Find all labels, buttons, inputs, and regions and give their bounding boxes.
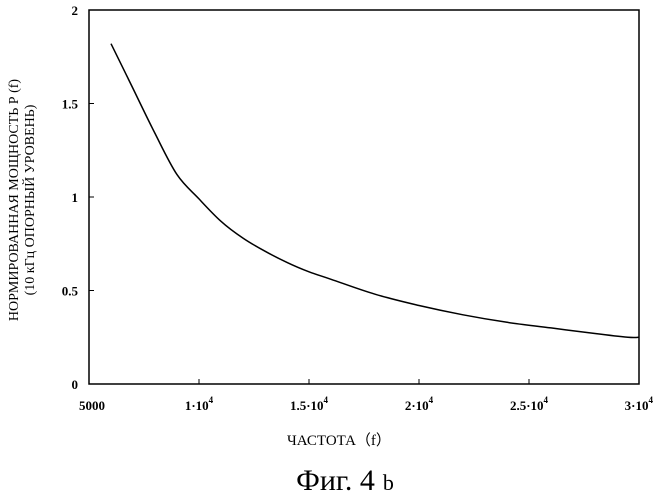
y-tick-label: 0 [72,377,79,392]
x-tick-label-base: 1·10 [185,398,209,413]
x-tick-label-exponent: 4 [544,395,549,405]
y-tick-label: 0.5 [62,284,79,299]
x-tick-label: 5000 [79,398,105,413]
y-axis-label-line1: НОРМИРОВАННАЯ МОЩНОСТЬ Р (f) [7,79,22,321]
x-tick-label: 1·104 [185,395,214,413]
y-tick-label: 1 [72,190,79,205]
power-curve-line [111,44,639,338]
x-tick-label-base: 2·10 [405,398,429,413]
x-tick-label-exponent: 4 [209,395,214,405]
y-tick-label: 2 [72,3,79,18]
x-tick-label-exponent: 4 [649,395,654,405]
x-tick-label-base: 3·10 [625,398,649,413]
x-tick-label-base: 5000 [79,398,105,413]
x-tick-label: 1.5·104 [290,395,329,413]
y-tick-label: 1.5 [62,97,79,112]
x-tick-label: 2·104 [405,395,434,413]
y-axis-label-line2: (10 кГц ОПОРНЫЙ УРОВЕНЬ) [21,104,38,295]
x-tick-label-base: 1.5·10 [290,398,324,413]
x-tick-label-exponent: 4 [324,395,329,405]
figure-caption: Фиг. 4 b [296,464,394,497]
x-axis-label: ЧАСТОТА（f） [287,432,391,449]
x-tick-label-base: 2.5·10 [510,398,544,413]
figure-caption-main: Фиг. 4 [296,464,375,497]
figure-caption-suffix: b [383,470,394,495]
x-tick-label-exponent: 4 [429,395,434,405]
x-tick-label: 3·104 [625,395,654,413]
x-tick-label: 2.5·104 [510,395,549,413]
y-axis-label: НОРМИРОВАННАЯ МОЩНОСТЬ Р (f) (10 кГц ОПО… [7,79,38,321]
